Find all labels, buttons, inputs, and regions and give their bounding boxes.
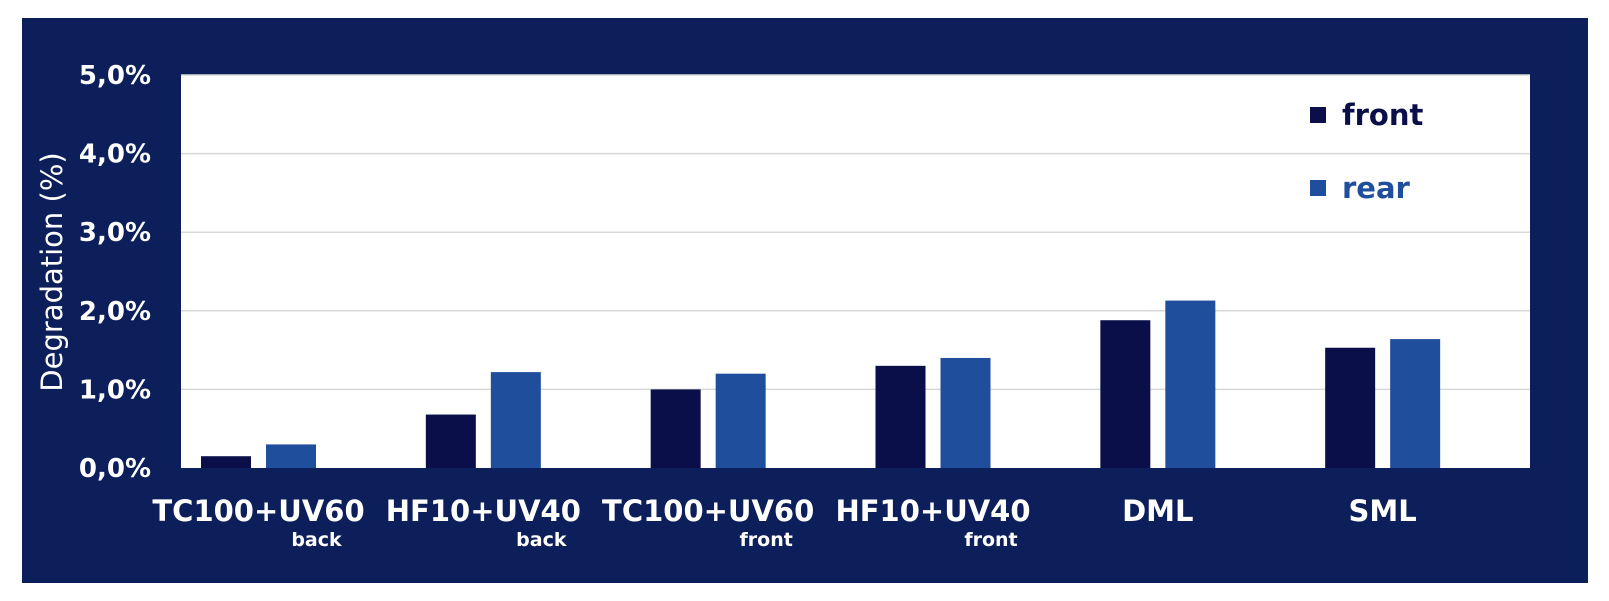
x-category-sublabel: back [516, 529, 567, 551]
x-category-sublabel: front [740, 529, 793, 551]
legend-label-rear: rear [1342, 171, 1411, 205]
y-tick-label: 4,0% [79, 140, 151, 170]
bar-front [201, 456, 251, 468]
bar-rear [1165, 300, 1216, 468]
x-category-sublabel: front [964, 529, 1017, 551]
x-category-label: TC100+UV60 [152, 494, 364, 528]
y-tick-label: 1,0% [79, 375, 151, 405]
bar-chart: 0,0%1,0%2,0%3,0%4,0%5,0% TC100+UV60backH… [35, 61, 1530, 551]
x-category-label: HF10+UV40 [835, 494, 1030, 528]
bar-rear [940, 357, 991, 468]
bar-front [1325, 347, 1376, 468]
y-axis-ticks: 0,0% 1,0% 2,0% 3,0% 4,0% 5,0% [79, 61, 151, 484]
y-tick-label: 0,0% [79, 454, 151, 484]
y-tick-label: 3,0% [79, 218, 151, 248]
x-category-label: HF10+UV40 [386, 494, 581, 528]
bar-front [875, 365, 926, 468]
x-category-label: DML [1122, 494, 1193, 528]
x-category-sublabel: back [291, 529, 342, 551]
chart-frame: 0,0% 1,0% 2,0% 3,0% 4,0% 5,0% TC100+UV60 back H… [22, 18, 1588, 583]
x-axis-categories: TC100+UV60backHF10+UV40backTC100+UV60fro… [152, 494, 1416, 551]
bar-front [650, 389, 701, 468]
bar-rear [266, 444, 316, 468]
legend-label-front: front [1342, 98, 1423, 132]
legend-swatch-rear [1310, 180, 1326, 196]
legend: front rear [1310, 98, 1423, 205]
bars [201, 300, 1441, 468]
bar-rear [715, 373, 766, 468]
legend-swatch-front [1310, 107, 1326, 123]
y-axis-title: Degradation (%) [35, 152, 69, 391]
x-category-label: TC100+UV60 [602, 494, 814, 528]
y-tick-label: 5,0% [79, 61, 151, 91]
plot-area [181, 75, 1530, 468]
bar-rear [490, 372, 541, 468]
bar-front [1100, 320, 1151, 468]
gridlines [181, 74, 1530, 391]
bar-rear [1390, 339, 1441, 468]
y-tick-label: 2,0% [79, 297, 151, 327]
bar-front [425, 414, 476, 468]
x-category-label: SML [1349, 494, 1417, 528]
